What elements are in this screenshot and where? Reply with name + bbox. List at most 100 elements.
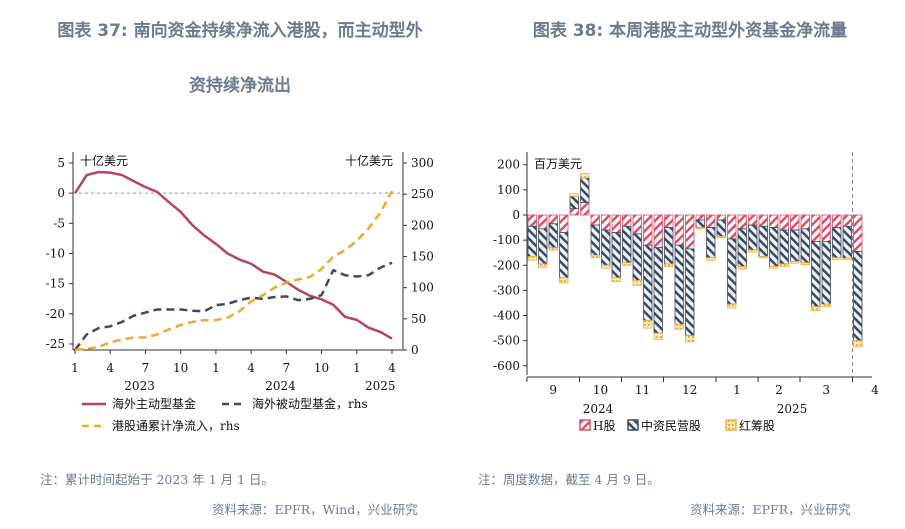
bar-chinese-private [674, 244, 684, 325]
left-title-line1: 图表 37: 南向资金持续净流入港股，而主动型外 [57, 21, 423, 41]
legend-label: 中资民营股 [641, 418, 701, 433]
x-tick-label: 7 [142, 361, 150, 375]
right-unit-label: 十亿美元 [345, 153, 393, 168]
y-tick-label: -100 [493, 233, 520, 247]
bar-chinese-private [821, 240, 831, 305]
bar-chinese-private [643, 244, 653, 321]
bar-red-chip [590, 254, 600, 259]
y-tick-label: -25 [46, 337, 65, 351]
bar-red-chip [748, 249, 758, 253]
y-right-tick-label: 0 [411, 343, 419, 357]
y-tick-label: -15 [46, 277, 65, 291]
month-label: 3 [822, 383, 830, 397]
right-note: 注：周度数据，截至 4 月 9 日。 [478, 472, 660, 487]
x-tick-label: 10 [173, 361, 188, 375]
bar-h-share [590, 214, 600, 226]
bar-red-chip [695, 227, 705, 230]
x-tick-label: 4 [106, 361, 114, 375]
bar-h-share [790, 214, 800, 231]
y-tick-label: -300 [493, 283, 520, 297]
legend-label: 海外被动型基金，rhs [252, 396, 368, 411]
bar-red-chip [527, 256, 537, 261]
y-tick-label: -600 [493, 359, 520, 373]
y-tick-label: -20 [46, 307, 65, 321]
y-tick-label: 200 [497, 158, 520, 172]
bar-h-share [611, 214, 621, 233]
left-unit-label: 十亿美元 [80, 153, 128, 168]
month-label: 11 [635, 383, 650, 397]
x-tick-label: 4 [388, 361, 396, 375]
x-tick-label: 4 [247, 361, 255, 375]
bar-h-share [664, 214, 674, 228]
bar-h-share [685, 214, 695, 250]
bar-red-chip [601, 264, 611, 269]
bar-red-chip [800, 262, 810, 266]
legend-label: 港股通累计净流入，rhs [112, 419, 240, 433]
bar-chinese-private [611, 232, 621, 279]
bar-red-chip [643, 320, 653, 329]
bar-chinese-private [685, 248, 695, 337]
right-source: 资料来源：EPFR，兴业研究 [690, 502, 851, 517]
bar-chinese-private [727, 238, 737, 305]
bar-h-share [716, 214, 726, 221]
bar-red-chip [653, 332, 663, 340]
unit-label: 百万美元 [534, 157, 582, 171]
bar-chinese-private [811, 240, 821, 308]
bar-chinese-private [695, 219, 705, 228]
bar-h-share [737, 214, 747, 230]
bar-chinese-private [632, 233, 642, 281]
bar-chinese-private [758, 225, 768, 257]
year-label: 2024 [583, 402, 614, 416]
bar-chinese-private [538, 228, 548, 265]
legend-swatch [725, 419, 737, 431]
left-source: 资料来源：EPFR，Wind，兴业研究 [212, 502, 418, 517]
bar-h-share [853, 214, 863, 252]
bar-chinese-private [653, 247, 663, 334]
y-right-tick-label: 250 [411, 187, 434, 201]
y-right-tick-label: 150 [411, 250, 434, 264]
bar-red-chip [853, 340, 863, 348]
bar-h-share [632, 214, 642, 235]
year-label: 2024 [265, 379, 296, 393]
bar-h-share [559, 214, 569, 233]
bar-red-chip [580, 173, 590, 179]
bar-red-chip [622, 262, 632, 266]
right-chart-title: 图表 38: 本周港股主动型外资基金净流量 [532, 21, 848, 41]
x-tick-label: 1 [212, 361, 220, 375]
series-line-1 [74, 261, 393, 351]
legend-swatch [627, 419, 639, 431]
bar-h-share [548, 214, 558, 225]
bar-chinese-private [790, 229, 800, 262]
x-tick-label: 10 [314, 361, 329, 375]
year-label: 2025 [777, 402, 808, 416]
bar-chinese-private [800, 228, 810, 264]
bar-chinese-private [748, 224, 758, 251]
bar-h-share [695, 214, 705, 221]
bar-red-chip [632, 279, 642, 286]
bar-chinese-private [832, 227, 842, 259]
legend-swatch [579, 419, 591, 431]
bar-h-share [758, 214, 768, 227]
bar-red-chip [685, 335, 695, 343]
bar-red-chip [538, 263, 548, 269]
legend-label: H股 [593, 419, 615, 433]
bar-chinese-private [601, 229, 611, 266]
bar-red-chip [548, 247, 558, 251]
bar-red-chip [674, 323, 684, 330]
bar-red-chip [706, 257, 716, 261]
y-tick-label: 5 [57, 156, 65, 170]
bar-h-share [706, 214, 716, 228]
y-right-tick-label: 100 [411, 281, 434, 295]
bar-red-chip [821, 303, 831, 308]
legend-label: 海外主动型基金 [112, 396, 196, 411]
bar-red-chip [664, 263, 674, 267]
month-label: 9 [549, 383, 557, 397]
bar-red-chip [611, 277, 621, 282]
bar-red-chip [716, 235, 726, 239]
bar-h-share [779, 214, 789, 231]
y-tick-label: -5 [53, 216, 65, 230]
bar-chinese-private [622, 225, 632, 264]
bar-h-share [800, 214, 810, 230]
